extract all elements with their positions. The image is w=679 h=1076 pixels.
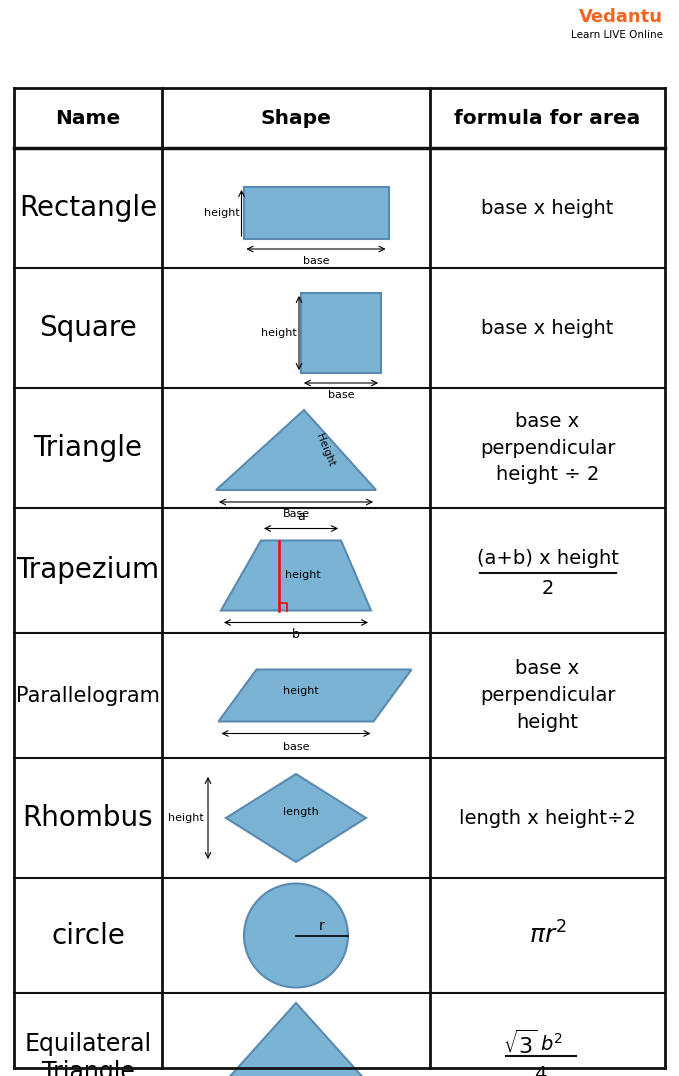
Text: base x
perpendicular
height ÷ 2: base x perpendicular height ÷ 2 (480, 412, 615, 484)
Polygon shape (206, 1003, 386, 1076)
Text: Rhombus: Rhombus (22, 804, 153, 832)
Text: base: base (303, 256, 329, 266)
Text: b: b (292, 628, 300, 641)
Text: circle: circle (51, 921, 125, 949)
Bar (244, 187, 388, 239)
Text: base x height: base x height (481, 318, 614, 338)
Text: base: base (328, 390, 354, 400)
Text: base x height: base x height (481, 198, 614, 217)
Text: height: height (261, 328, 297, 338)
Polygon shape (226, 774, 366, 862)
Bar (301, 293, 381, 373)
Polygon shape (221, 540, 371, 610)
Text: Base: Base (282, 509, 310, 519)
Text: formula for area: formula for area (454, 109, 640, 127)
Text: $\pi r^2$: $\pi r^2$ (528, 922, 566, 949)
Text: length x height÷2: length x height÷2 (459, 808, 636, 827)
Text: Triangle: Triangle (33, 434, 143, 462)
Text: length: length (283, 807, 319, 817)
Polygon shape (219, 669, 411, 722)
Text: height: height (283, 685, 319, 695)
Text: Parallelogram: Parallelogram (16, 685, 160, 706)
Text: $b^2$: $b^2$ (540, 1033, 563, 1054)
Text: $\sqrt{3}$: $\sqrt{3}$ (503, 1030, 538, 1058)
Text: a: a (297, 510, 305, 523)
Text: r: r (319, 919, 325, 933)
Text: base x
perpendicular
height: base x perpendicular height (480, 660, 615, 732)
Text: (a+b) x height: (a+b) x height (477, 549, 619, 568)
Text: Trapezium: Trapezium (16, 556, 160, 584)
Text: Rectangle: Rectangle (19, 194, 157, 222)
Circle shape (244, 883, 348, 988)
Text: 4: 4 (534, 1064, 547, 1076)
Text: Height: Height (314, 433, 336, 468)
Text: Learn LIVE Online: Learn LIVE Online (571, 30, 663, 40)
Text: base: base (282, 742, 309, 752)
Text: Name: Name (56, 109, 121, 127)
Text: Square: Square (39, 314, 137, 342)
Polygon shape (216, 410, 376, 490)
Text: 2: 2 (541, 579, 553, 598)
Text: height: height (168, 813, 204, 823)
Text: height: height (285, 570, 320, 580)
Text: Equilateral
Triangle: Equilateral Triangle (24, 1032, 151, 1076)
Text: height: height (204, 208, 240, 218)
Text: Vedantu: Vedantu (579, 8, 663, 26)
Text: Shape: Shape (261, 109, 331, 127)
